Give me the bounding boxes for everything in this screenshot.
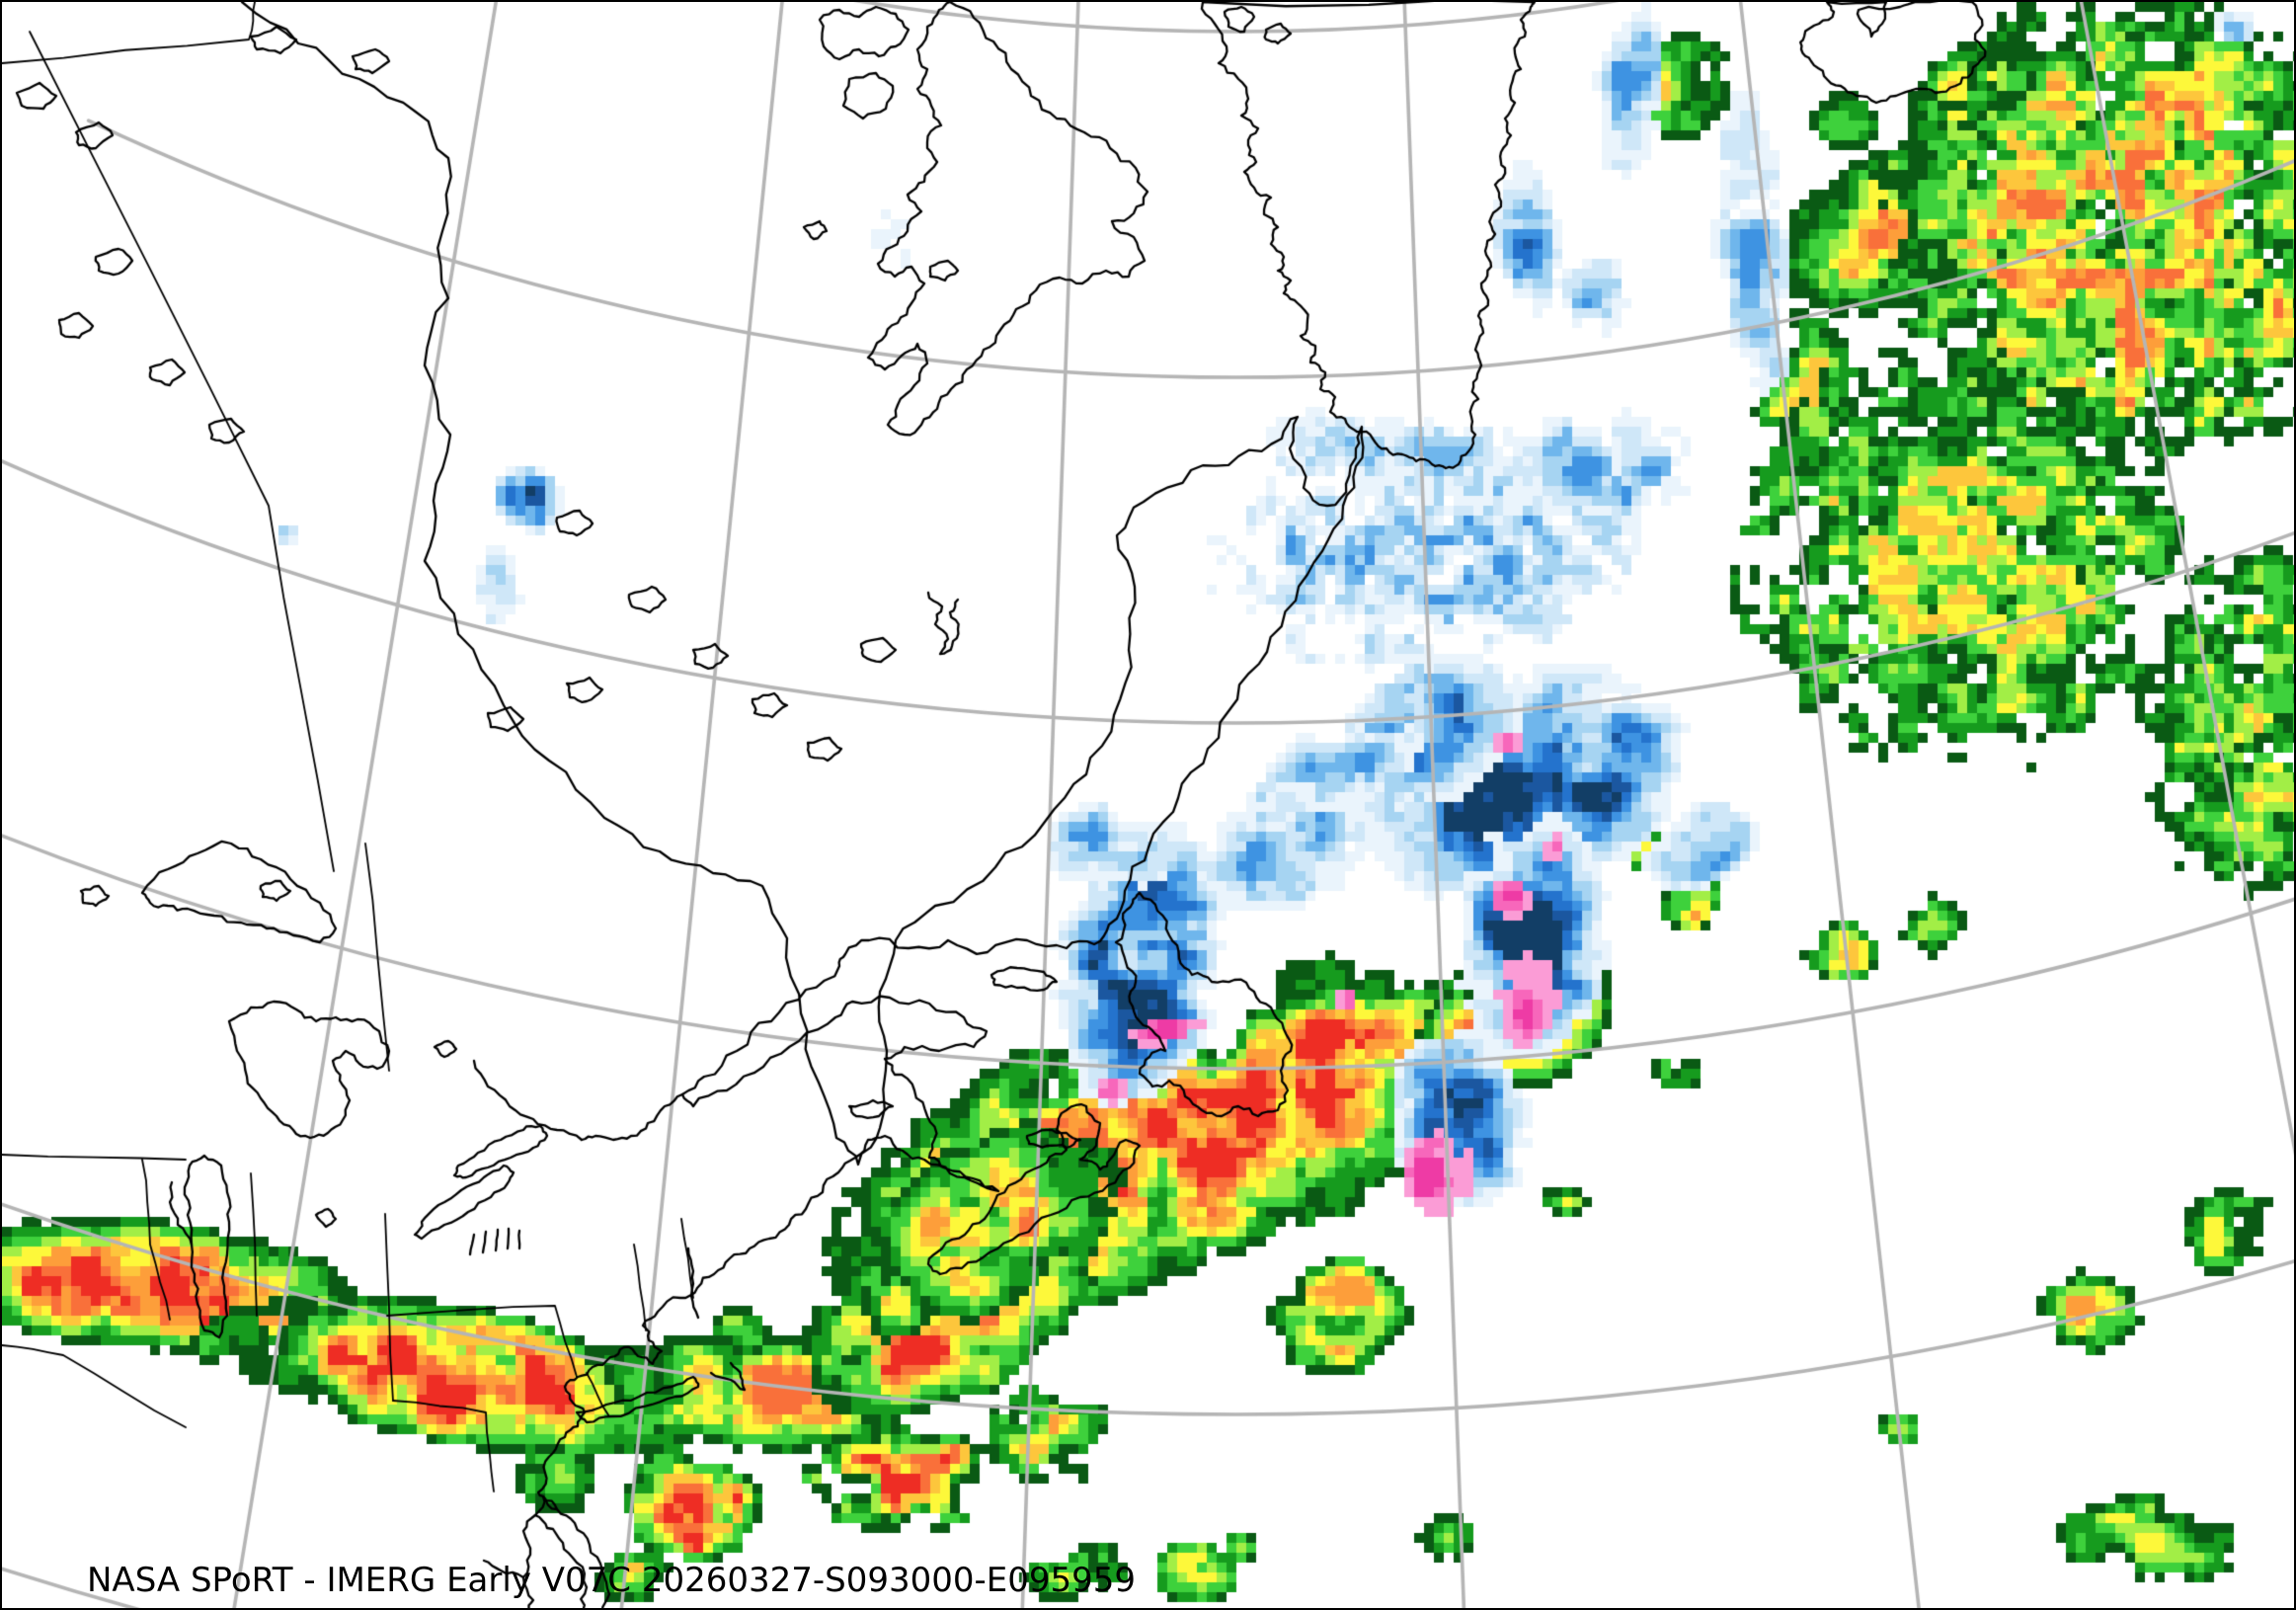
map-caption: NASA SPoRT - IMERG Early V07C 20260327-S… [87, 1561, 1137, 1600]
